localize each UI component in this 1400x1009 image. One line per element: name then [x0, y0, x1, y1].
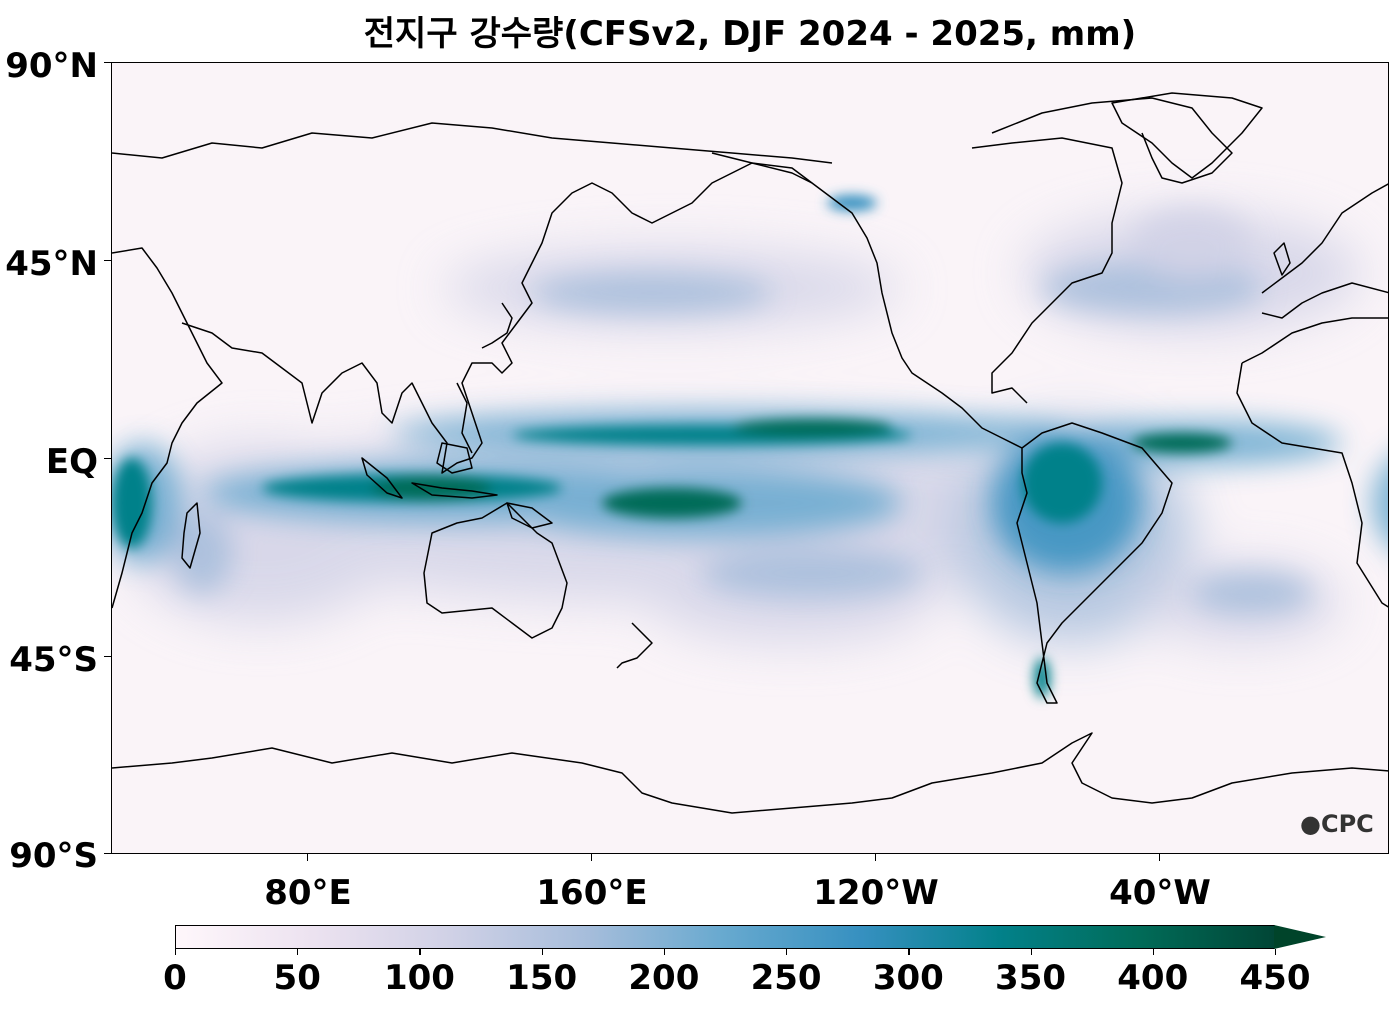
precipitation-map — [111, 62, 1389, 854]
colorbar-tick — [908, 949, 910, 955]
colorbar-extend-arrow — [1274, 925, 1326, 949]
precipitation-heavy — [112, 195, 1232, 698]
colorbar-tick-label: 200 — [628, 958, 700, 998]
colorbar-tick-label: 250 — [750, 958, 822, 998]
colorbar-tick-label: 150 — [506, 958, 578, 998]
lat-label-90n: 90°N — [5, 46, 98, 86]
lat-label-eq: EQ — [45, 442, 98, 482]
lat-label-90s: 90°S — [9, 836, 98, 876]
lat-tick — [104, 656, 111, 658]
lon-label-160e: 160°E — [536, 873, 648, 913]
colorbar-tick — [786, 949, 788, 955]
lon-label-120w: 120°W — [813, 873, 939, 913]
colorbar-tick — [541, 949, 543, 955]
colorbar-tick-label: 400 — [1117, 958, 1189, 998]
lat-label-45s: 45°S — [9, 640, 98, 680]
colorbar-tick — [1275, 949, 1277, 955]
colorbar-tick — [1152, 949, 1154, 955]
lat-tick — [104, 458, 111, 460]
colorbar-tick-label: 50 — [273, 958, 321, 998]
colorbar-tick — [1030, 949, 1032, 955]
colorbar-tick-label: 350 — [995, 958, 1067, 998]
logo-icon: ● — [1300, 810, 1321, 838]
map-title: 전지구 강수량(CFSv2, DJF 2024 - 2025, mm) — [363, 14, 1137, 54]
lat-label-45n: 45°N — [5, 244, 98, 284]
coastlines — [112, 92, 1388, 814]
map-canvas — [112, 92, 1388, 814]
colorbar-tick — [175, 949, 177, 955]
lon-label-80e: 80°E — [264, 873, 352, 913]
colorbar-tick — [663, 949, 666, 955]
colorbar-tick — [419, 949, 421, 955]
lon-tick — [591, 854, 593, 861]
lon-tick — [875, 854, 877, 861]
cpc-logo: ●CPC — [1300, 810, 1374, 838]
colorbar-tick-label: 300 — [872, 958, 944, 998]
lon-tick — [1159, 854, 1161, 861]
logo-text: CPC — [1320, 810, 1374, 838]
colorbar-tick-label: 0 — [163, 958, 187, 998]
colorbar-tick — [297, 949, 299, 955]
colorbar — [175, 925, 1275, 949]
lat-tick — [104, 260, 111, 262]
colorbar-tick-label: 450 — [1239, 958, 1311, 998]
lon-tick — [307, 854, 309, 861]
lon-label-40w: 40°W — [1109, 873, 1211, 913]
colorbar-tick-label: 100 — [383, 958, 455, 998]
lat-tick — [104, 853, 111, 855]
lat-tick — [104, 62, 111, 64]
